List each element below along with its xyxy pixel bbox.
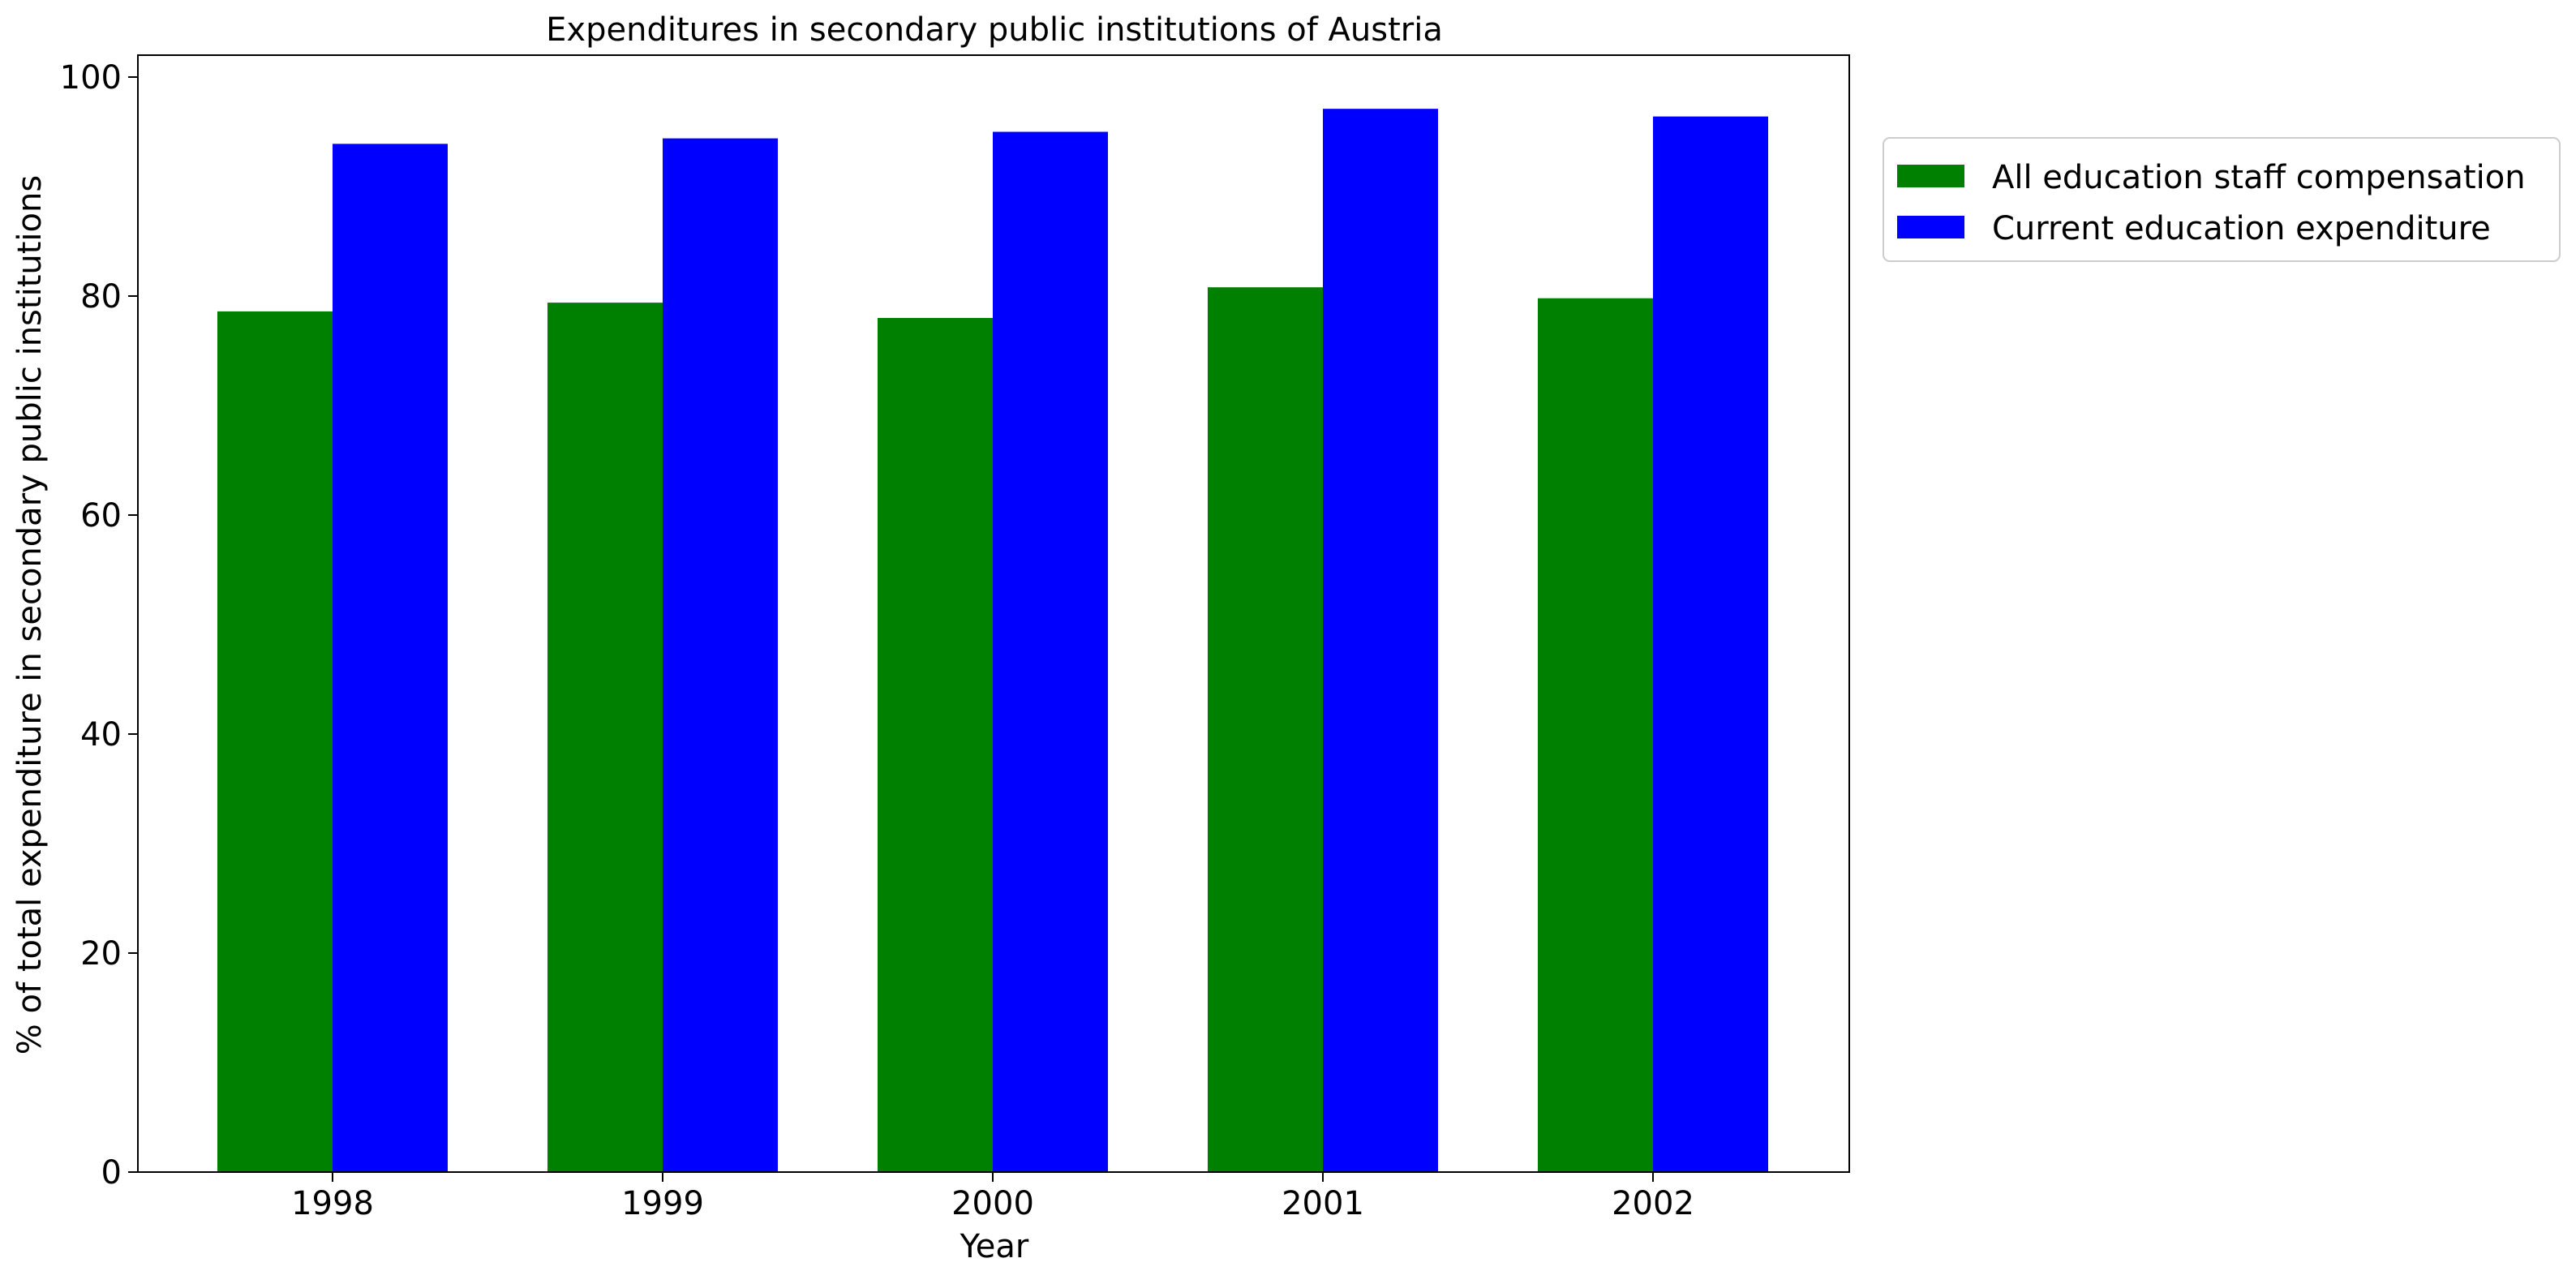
x-tick-label: 2001 (1282, 1185, 1364, 1222)
x-tick-label: 1999 (621, 1185, 704, 1222)
bar-staff-compensation-1998 (217, 311, 333, 1172)
legend-label-staff-compensation: All education staff compensation (1992, 159, 2526, 196)
legend-box (1883, 137, 2561, 262)
y-tick-label: 60 (80, 497, 122, 535)
y-tick-label: 20 (80, 935, 122, 973)
chart-title: Expenditures in secondary public institu… (546, 11, 1443, 49)
legend-swatch-staff-compensation (1897, 165, 1964, 187)
bar-staff-compensation-2000 (878, 318, 993, 1172)
x-axis-label: Year (960, 1228, 1029, 1265)
axes-layer: 1998 1999 2000 2001 2002 0 20 40 60 80 100 (60, 54, 1850, 1222)
bar-current-expenditure-1999 (663, 138, 778, 1173)
x-tick-label: 2000 (951, 1185, 1034, 1222)
bar-current-expenditure-2001 (1323, 109, 1438, 1172)
x-tick-label: 1998 (291, 1185, 374, 1222)
plot-frame (137, 54, 1850, 1173)
y-tick-label: 40 (80, 716, 122, 754)
bar-current-expenditure-2002 (1653, 116, 1768, 1173)
bar-staff-compensation-2001 (1208, 287, 1323, 1173)
y-tick-label: 80 (80, 278, 122, 316)
legend-swatch-current-expenditure (1897, 216, 1964, 238)
x-tick-label: 2002 (1612, 1185, 1694, 1222)
legend-label-current-expenditure: Current education expenditure (1992, 210, 2491, 247)
legend: All education staff compensation Current … (1883, 137, 2561, 262)
y-tick-label: 100 (60, 59, 122, 97)
bar-staff-compensation-1999 (547, 303, 663, 1173)
bar-current-expenditure-1998 (333, 144, 448, 1173)
bar-current-expenditure-2000 (993, 131, 1108, 1172)
y-axis-label: % of total expenditure in secondary publ… (11, 175, 49, 1054)
y-tick-label: 0 (101, 1154, 122, 1192)
bars-layer (217, 109, 1768, 1173)
bar-staff-compensation-2002 (1538, 298, 1653, 1173)
